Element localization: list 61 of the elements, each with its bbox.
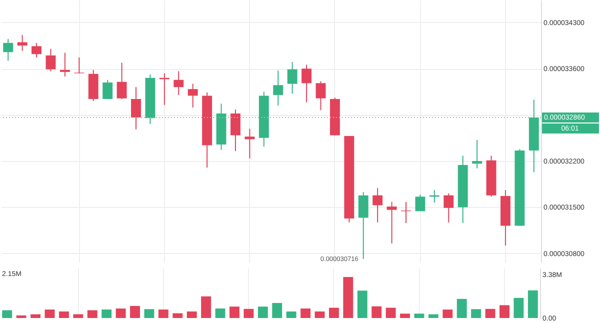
candlestick xyxy=(244,128,255,159)
bar xyxy=(116,308,126,318)
bar xyxy=(30,314,40,318)
candlestick xyxy=(3,38,14,62)
candlestick xyxy=(116,62,127,100)
bar xyxy=(172,313,183,318)
candlestick xyxy=(230,109,240,152)
candlestick xyxy=(102,79,113,100)
bar xyxy=(201,296,212,318)
candlestick xyxy=(287,62,298,94)
bar xyxy=(130,306,140,318)
bar xyxy=(215,308,226,318)
candlestick xyxy=(444,192,454,223)
candlestick xyxy=(131,86,141,130)
bar xyxy=(386,308,396,318)
bar xyxy=(500,305,510,318)
bar xyxy=(158,310,168,318)
bar xyxy=(73,314,84,318)
bar xyxy=(16,315,26,318)
bar xyxy=(400,314,410,318)
bar xyxy=(102,310,112,318)
bar xyxy=(2,310,12,318)
bar xyxy=(442,310,453,318)
bar xyxy=(87,310,98,318)
bar xyxy=(414,314,424,318)
bar xyxy=(44,310,55,318)
candlestick xyxy=(32,42,42,58)
candlestick xyxy=(74,56,84,74)
bar xyxy=(300,308,310,318)
candlestick xyxy=(472,139,482,169)
candlestick xyxy=(46,48,56,72)
bar xyxy=(456,298,467,318)
candlestick xyxy=(372,188,383,223)
bar xyxy=(144,309,154,318)
candlestick xyxy=(415,194,426,212)
bar xyxy=(328,308,339,318)
bar xyxy=(372,306,382,318)
candlestick xyxy=(386,201,397,244)
bar xyxy=(357,290,368,318)
bar xyxy=(471,309,482,318)
bar xyxy=(286,311,296,318)
bar xyxy=(58,311,69,318)
bar xyxy=(258,306,268,318)
bar xyxy=(272,303,282,318)
candlestick xyxy=(60,52,70,78)
candlestick xyxy=(188,83,198,108)
bar xyxy=(186,311,197,318)
candlestick xyxy=(316,80,326,111)
candlestick xyxy=(302,64,312,103)
bar xyxy=(514,298,524,318)
candlestick xyxy=(273,70,284,106)
bar xyxy=(230,306,240,318)
bar xyxy=(428,314,438,318)
candlestick xyxy=(17,34,28,52)
candlestick xyxy=(174,70,184,96)
bar xyxy=(528,290,538,318)
bar xyxy=(244,308,254,318)
bar xyxy=(343,276,354,318)
candlestick xyxy=(358,192,368,260)
bar xyxy=(485,308,496,318)
bar xyxy=(314,311,325,318)
